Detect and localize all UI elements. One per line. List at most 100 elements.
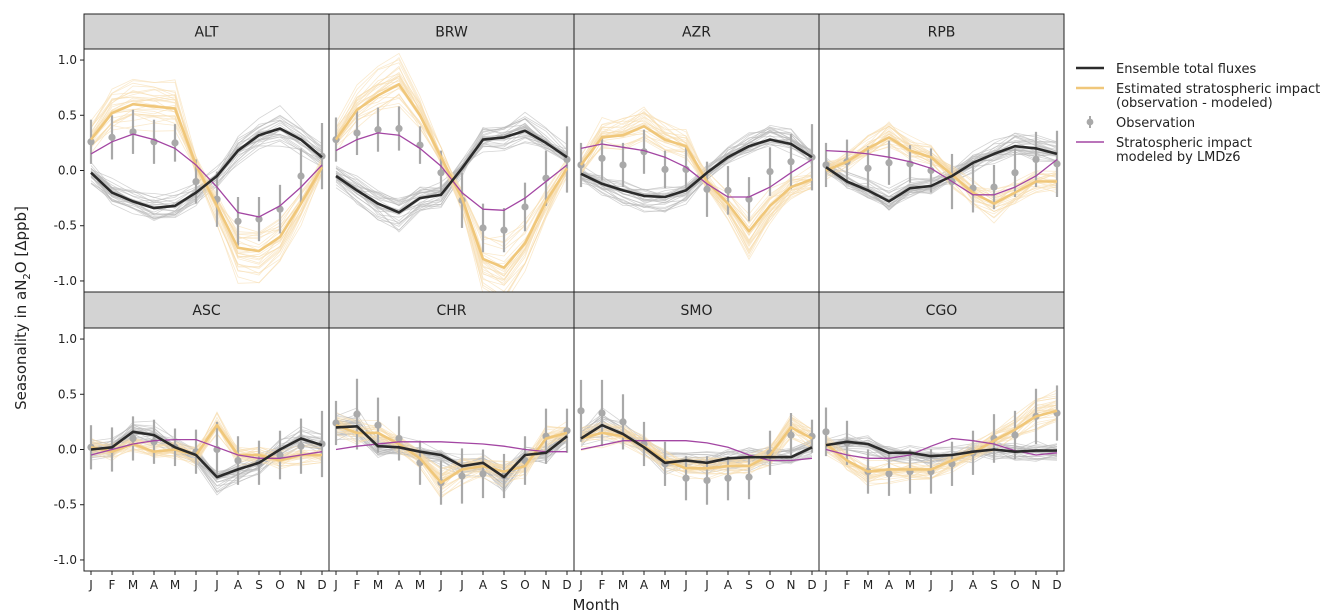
estimated-member-line: [825, 409, 1058, 481]
x-tick-label: M: [863, 578, 873, 592]
ensemble-total-line: [825, 144, 1058, 203]
legend-label: Stratospheric impact: [1116, 136, 1252, 151]
x-tick-label: F: [844, 578, 851, 592]
ensemble-total-line: [580, 138, 813, 199]
x-tick-label: J: [438, 578, 443, 592]
estimated-member-line: [90, 425, 323, 468]
y-tick-label: 0.5: [58, 387, 77, 401]
observation-point: [703, 185, 711, 193]
x-tick-label: M: [415, 578, 425, 592]
observation-point: [787, 158, 795, 166]
x-tick-label: O: [520, 578, 529, 592]
ensemble-member-line: [825, 437, 1058, 452]
observation-point: [577, 407, 585, 415]
y-tick-label: 0.0: [58, 164, 77, 178]
x-tick-label: F: [599, 578, 606, 592]
observation-point: [1032, 155, 1040, 164]
panel-header: [573, 13, 820, 50]
ensemble-member-line: [825, 150, 1058, 201]
x-tick-label: A: [150, 578, 159, 592]
x-tick-label: S: [255, 578, 263, 592]
y-tick-label: -1.0: [54, 553, 77, 567]
ensemble-member-line: [825, 136, 1058, 207]
panel-header: [328, 291, 575, 329]
estimated-member-line: [335, 57, 568, 305]
legend-item: Estimated stratospheric impact(observati…: [1076, 82, 1320, 111]
observation-point: [150, 438, 158, 446]
lmdz-line: [90, 438, 323, 459]
y-tick-label: -0.5: [54, 498, 77, 512]
panel-brw: BRW: [328, 13, 575, 305]
observation-point: [885, 470, 893, 478]
x-tick-label: D: [1052, 578, 1061, 592]
x-tick-label: A: [479, 578, 488, 592]
estimated-impact-line: [334, 83, 569, 270]
observation-point: [353, 129, 361, 137]
x-tick-label: M: [660, 578, 670, 592]
estimated-member-line: [580, 428, 813, 475]
observation-point: [885, 159, 893, 167]
y-tick-label: -0.5: [54, 219, 77, 233]
x-tick-label: J: [704, 578, 709, 592]
observation-point: [724, 474, 732, 482]
observation-point: [500, 226, 508, 234]
observation-point: [129, 128, 137, 136]
panel-azr: AZR: [573, 13, 820, 293]
panel-title: AZR: [682, 25, 711, 41]
x-tick-label: S: [745, 578, 753, 592]
panel-header: [83, 13, 330, 50]
observation-point: [1053, 160, 1061, 168]
x-tick-label: N: [787, 578, 796, 592]
legend-label-line2: modeled by LMDz6: [1116, 150, 1241, 165]
estimated-impact-line: [580, 426, 813, 470]
observation-point: [234, 456, 242, 465]
x-tick-label: J: [683, 578, 688, 592]
estimated-member-line: [335, 418, 568, 470]
observation-point: [787, 431, 795, 439]
x-tick-label: A: [885, 578, 894, 592]
x-tick-label: M: [373, 578, 383, 592]
y-tick-label: 1.0: [58, 53, 77, 67]
observation-point: [724, 186, 732, 194]
x-tick-label: J: [928, 578, 933, 592]
observation-point: [1011, 431, 1019, 439]
estimated-member-line: [825, 137, 1058, 195]
y-tick-label: 0.0: [58, 443, 77, 457]
x-tick-label: D: [562, 578, 571, 592]
x-tick-label: O: [275, 578, 284, 592]
x-tick-label: O: [1010, 578, 1019, 592]
observation-point: [416, 141, 424, 149]
observation-point: [374, 421, 382, 429]
estimated-member-line: [580, 117, 813, 245]
estimated-impact-line: [579, 125, 813, 233]
ensemble-member-line: [335, 123, 568, 211]
panel-title: RPB: [928, 25, 956, 41]
observation-point: [234, 217, 242, 225]
lmdz-line: [580, 440, 813, 462]
estimated-member-line: [580, 122, 813, 248]
ensemble-member-line: [580, 134, 813, 208]
ensemble-member-line: [580, 126, 813, 198]
estimated-member-line: [90, 426, 323, 457]
x-tick-label: M: [128, 578, 138, 592]
panel-title: ASC: [192, 303, 220, 319]
observation-point: [864, 164, 872, 172]
observation-point: [766, 168, 774, 176]
observation-point: [353, 410, 361, 418]
x-tick-label: J: [88, 578, 93, 592]
observation-point: [619, 418, 627, 426]
lmdz-line: [825, 149, 1058, 196]
legend-label: Observation: [1116, 116, 1195, 131]
ensemble-member-line: [335, 122, 568, 231]
y-tick-label: 0.5: [58, 108, 77, 122]
ensemble-member-line: [90, 426, 323, 475]
y-tick-label: 1.0: [58, 332, 77, 346]
x-tick-label: S: [500, 578, 508, 592]
estimated-member-line: [335, 419, 568, 488]
panel-title: BRW: [435, 25, 468, 41]
panel-header: [818, 13, 1065, 50]
observation-point: [703, 476, 711, 485]
